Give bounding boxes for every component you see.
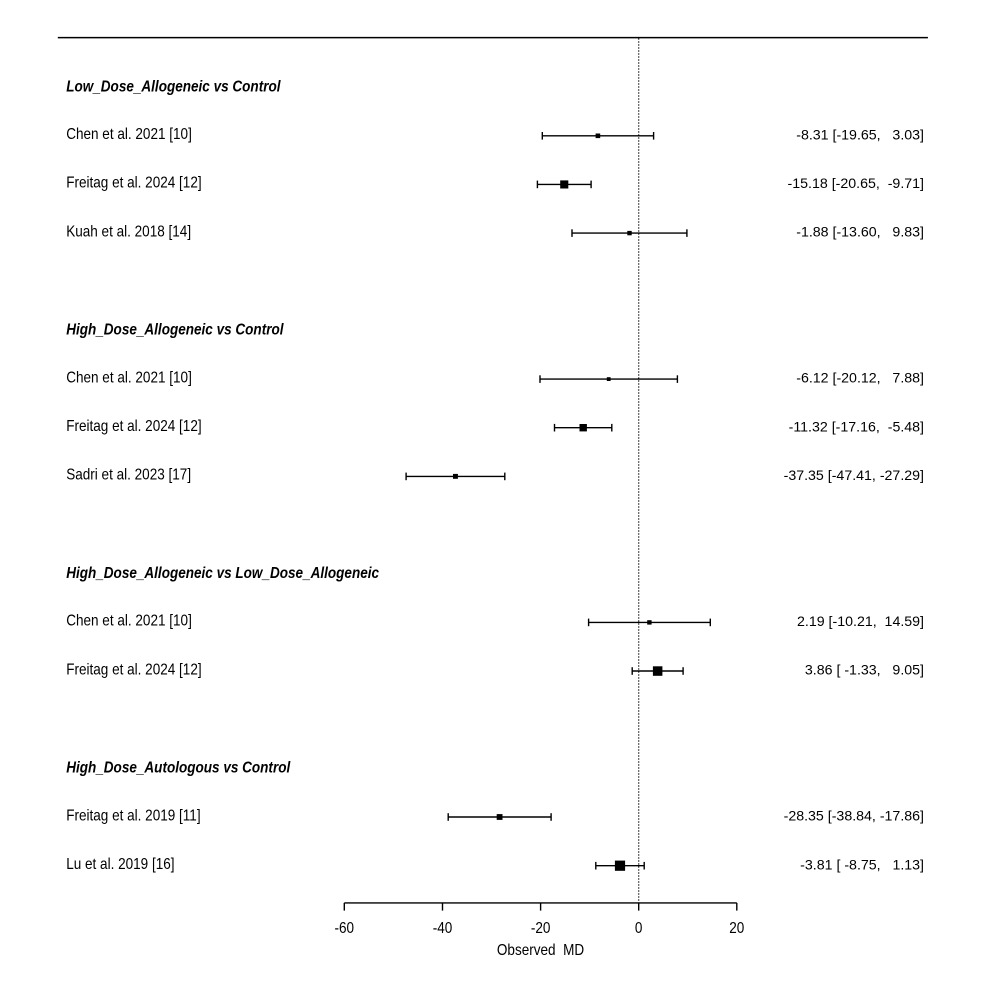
svg-text:Sadri et al. 2023 [17]: Sadri et al. 2023 [17]	[66, 467, 191, 484]
svg-text:-37.35 [-47.41, -27.29]: -37.35 [-47.41, -27.29]	[784, 468, 924, 484]
svg-text:0: 0	[635, 920, 643, 937]
svg-text:-6.12 [-20.12, 7.88]: -6.12 [-20.12, 7.88]	[796, 371, 924, 387]
svg-text:-60: -60	[335, 920, 355, 937]
svg-text:Kuah et al. 2018 [14]: Kuah et al. 2018 [14]	[66, 224, 191, 241]
svg-text:-28.35 [-38.84, -17.86]: -28.35 [-38.84, -17.86]	[784, 809, 924, 825]
svg-text:Low_Dose_Allogeneic vs Control: Low_Dose_Allogeneic vs Control	[66, 79, 281, 96]
svg-text:-3.81 [ -8.75, 1.13]: -3.81 [ -8.75, 1.13]	[800, 857, 924, 873]
svg-text:Freitag et al. 2024 [12]: Freitag et al. 2024 [12]	[66, 662, 201, 679]
svg-text:-1.88 [-13.60, 9.83]: -1.88 [-13.60, 9.83]	[796, 225, 924, 241]
svg-text:Freitag et al. 2024 [12]: Freitag et al. 2024 [12]	[66, 418, 201, 435]
svg-text:-15.18 [-20.65, -9.71]: -15.18 [-20.65, -9.71]	[788, 176, 924, 192]
svg-text:3.86 [ -1.33, 9.05]: 3.86 [ -1.33, 9.05]	[805, 663, 924, 679]
svg-text:High_Dose_Autologous vs Contro: High_Dose_Autologous vs Control	[66, 760, 291, 777]
svg-text:2.19 [-10.21, 14.59]: 2.19 [-10.21, 14.59]	[797, 614, 924, 630]
svg-text:Freitag et al. 2024 [12]: Freitag et al. 2024 [12]	[66, 175, 201, 192]
svg-text:-11.32 [-17.16, -5.48]: -11.32 [-17.16, -5.48]	[789, 419, 924, 435]
svg-text:Chen et al. 2021 [10]: Chen et al. 2021 [10]	[66, 126, 192, 143]
svg-text:-8.31 [-19.65, 3.03]: -8.31 [-19.65, 3.03]	[796, 127, 924, 143]
svg-text:Chen et al. 2021 [10]: Chen et al. 2021 [10]	[66, 613, 192, 630]
svg-text:20: 20	[729, 920, 744, 937]
svg-text:Observed MD: Observed MD	[497, 942, 584, 959]
svg-text:High_Dose_Allogeneic vs Low_Do: High_Dose_Allogeneic vs Low_Dose_Allogen…	[66, 565, 379, 582]
svg-text:Freitag et al. 2019 [11]: Freitag et al. 2019 [11]	[66, 808, 200, 825]
svg-text:Lu et al. 2019 [16]: Lu et al. 2019 [16]	[66, 856, 174, 873]
svg-text:Chen et al. 2021 [10]: Chen et al. 2021 [10]	[66, 370, 192, 387]
svg-text:High_Dose_Allogeneic vs Contro: High_Dose_Allogeneic vs Control	[66, 322, 284, 339]
svg-text:-40: -40	[433, 920, 453, 937]
svg-text:-20: -20	[531, 920, 551, 937]
